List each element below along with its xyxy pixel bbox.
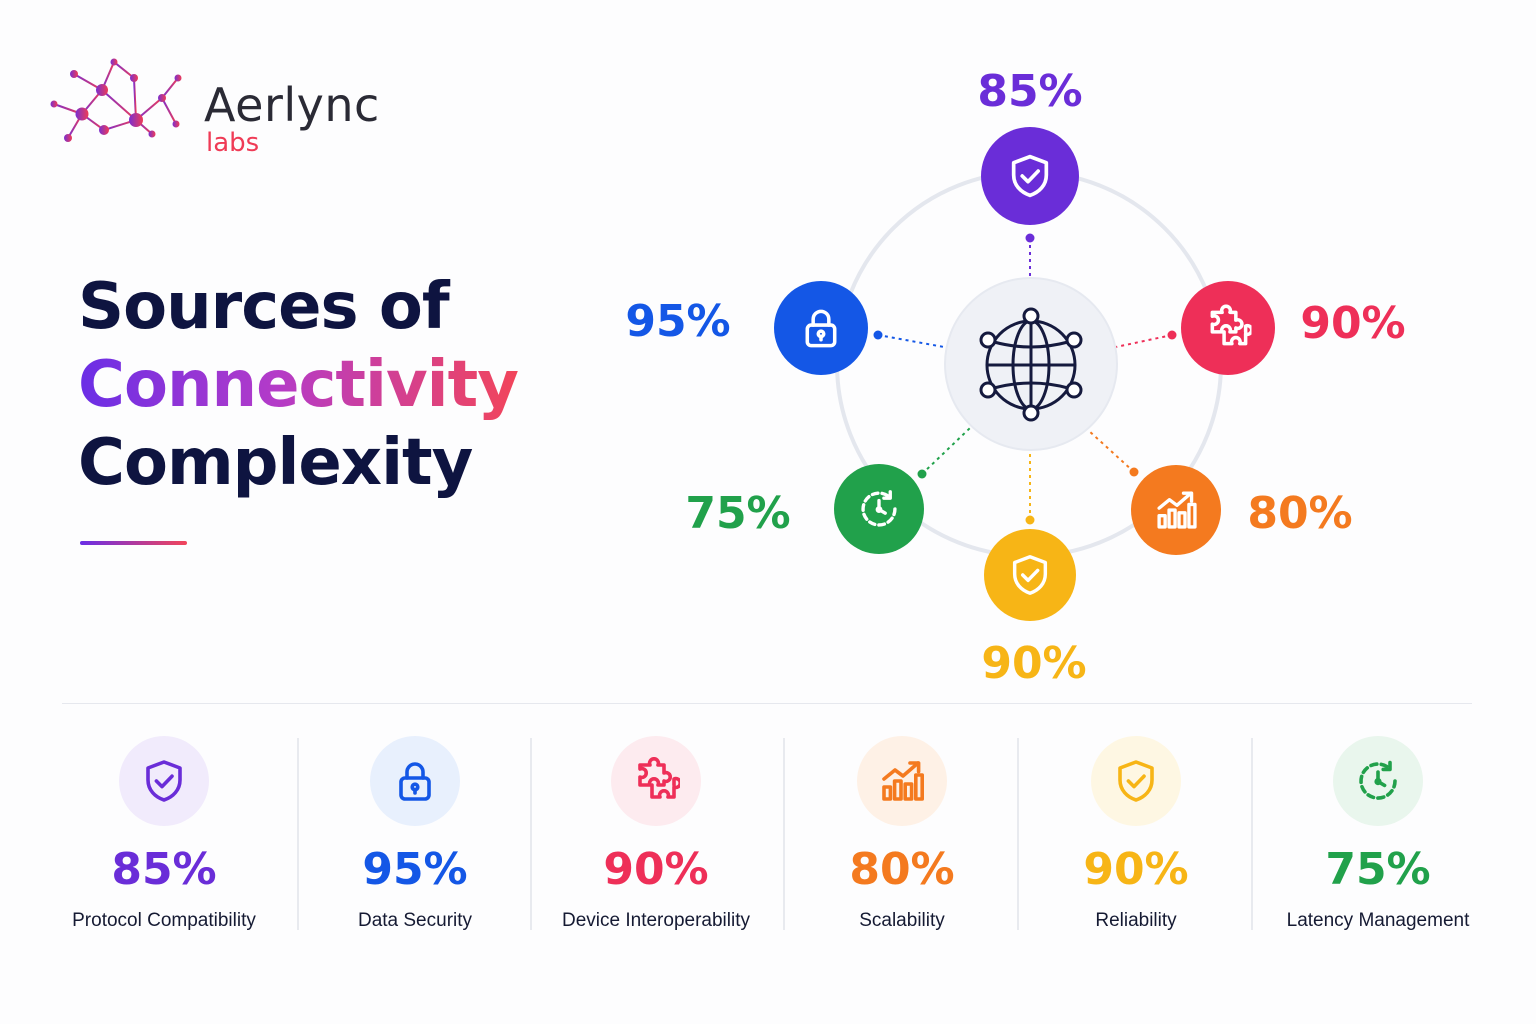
connector-dot-reliability	[1025, 515, 1035, 525]
title-line-1: Sources of	[78, 270, 450, 344]
brand-subtitle: labs	[206, 128, 260, 158]
stat-value: 85%	[111, 844, 217, 895]
node-scalability[interactable]	[1131, 465, 1221, 555]
shield-check-icon	[1011, 154, 1049, 198]
diagram-value-reliability: 90%	[981, 638, 1086, 689]
stat-separator	[1017, 738, 1019, 930]
brand-name: Aerlync	[204, 78, 380, 132]
connectivity-diagram: 85% 95% 90% 80% 90% 75%	[625, 66, 1405, 689]
puzzle-icon	[1210, 304, 1252, 346]
stat-reliability: 90% Reliability	[1018, 720, 1254, 940]
shield-check-icon	[1012, 555, 1048, 595]
section-divider	[62, 703, 1472, 704]
node-latency[interactable]	[834, 464, 924, 554]
connector-dot-security	[873, 330, 883, 340]
stat-icon-circle	[1091, 736, 1181, 826]
connector-dot-interop	[1167, 330, 1177, 340]
stat-icon-circle	[370, 736, 460, 826]
stat-separator	[530, 738, 532, 930]
title-line-2: Connectivity	[78, 348, 519, 422]
stat-label: Protocol Compatibility	[72, 910, 256, 931]
node-security[interactable]	[774, 281, 868, 375]
stat-label: Device Interoperability	[562, 910, 750, 931]
stat-scalability: 80% Scalability	[784, 720, 1020, 940]
nodes	[774, 127, 1275, 621]
page-title: Sources of Connectivity Complexity	[78, 268, 519, 502]
stat-icon-circle	[119, 736, 209, 826]
diagram-value-scalability: 80%	[1247, 488, 1352, 539]
stats-row: 85% Protocol Compatibility 95% Data Securit…	[46, 720, 1492, 960]
lock-icon	[805, 309, 837, 348]
brand-logo[interactable]: Aerlync labs	[44, 52, 384, 162]
stat-interop: 90% Device Interoperability	[538, 720, 774, 940]
stat-value: 75%	[1325, 844, 1431, 895]
connector-dot-protocol	[1025, 233, 1035, 243]
connector-security	[877, 334, 945, 348]
stat-separator	[783, 738, 785, 930]
stat-protocol: 85% Protocol Compatibility	[46, 720, 282, 940]
stat-value: 95%	[362, 844, 468, 895]
connector-dot-scalability	[1129, 467, 1139, 477]
diagram-value-security: 95%	[625, 296, 730, 347]
connectors	[873, 233, 1177, 525]
diagram-value-latency: 75%	[685, 488, 790, 539]
connector-scalability	[1087, 429, 1135, 473]
connector-dot-latency	[917, 469, 927, 479]
stat-security: 95% Data Security	[297, 720, 533, 940]
globe-network-icon	[979, 307, 1083, 422]
stat-icon-circle	[611, 736, 701, 826]
connector-interop	[1115, 334, 1173, 348]
node-reliability[interactable]	[984, 529, 1076, 621]
stat-icon-circle	[1333, 736, 1423, 826]
stat-value: 90%	[603, 844, 709, 895]
stat-value: 80%	[849, 844, 955, 895]
title-line-3: Complexity	[78, 426, 473, 500]
hub-node[interactable]	[944, 277, 1118, 451]
diagram-value-interop: 90%	[1300, 298, 1405, 349]
network-logo-icon	[50, 58, 182, 142]
node-protocol[interactable]	[981, 127, 1079, 225]
connector-latency	[921, 427, 971, 475]
stat-latency: 75% Latency Management	[1260, 720, 1496, 940]
title-underline	[80, 541, 187, 545]
growth-chart-icon	[1157, 491, 1197, 529]
stat-separator	[297, 738, 299, 930]
node-interop[interactable]	[1181, 281, 1275, 375]
diagram-value-protocol: 85%	[977, 66, 1082, 117]
stat-label: Data Security	[357, 910, 473, 931]
stat-label: Scalability	[859, 910, 945, 931]
stat-icon-circle	[857, 736, 947, 826]
stat-label: Latency Management	[1286, 910, 1470, 931]
stat-separator	[1251, 738, 1253, 930]
stat-label: Reliability	[1095, 910, 1177, 931]
stat-value: 90%	[1083, 844, 1189, 895]
clock-icon	[861, 490, 897, 527]
